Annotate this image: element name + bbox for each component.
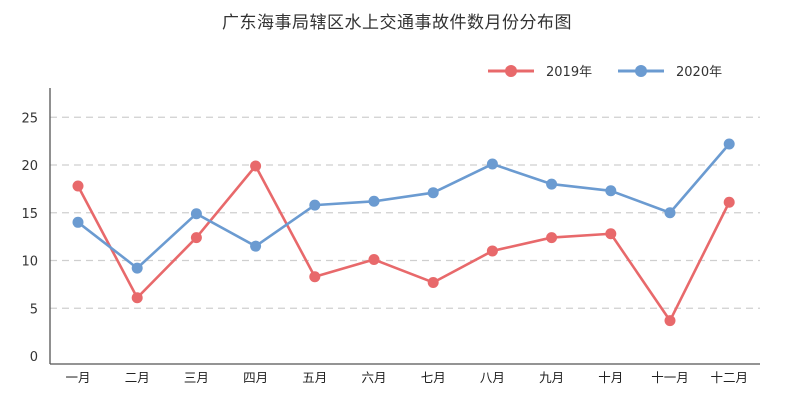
x-tick-label: 九月 [539,370,564,385]
series-2019年 [72,160,735,327]
data-point [190,208,202,220]
data-point [427,276,439,288]
data-point [368,254,380,266]
y-tick-label: 5 [30,302,38,317]
x-tick-label: 一月 [65,370,90,385]
series-group [72,138,735,327]
data-point [605,185,617,197]
y-axis-ticks: 0 5 10 15 20 25 [21,111,38,365]
data-point [309,271,321,283]
series-line [76,164,731,322]
data-point [250,160,262,172]
data-point [723,196,735,208]
data-point [486,245,498,257]
x-tick-label: 十二月 [710,370,748,385]
gridlines [50,116,760,309]
data-point [368,195,380,207]
axes [49,88,760,365]
y-tick-label: 15 [21,207,38,222]
data-point [546,178,558,190]
data-point [546,232,558,244]
y-tick-label: 10 [21,255,38,270]
y-tick-label: 20 [21,159,38,174]
x-axis-ticks: 一月 二月 三月 四月 五月 六月 七月 八月 九月 十月 十一月 十二月 [65,370,747,385]
x-tick-label: 六月 [361,370,386,385]
data-point [250,240,262,252]
y-tick-label: 0 [30,350,38,365]
x-tick-label: 七月 [421,370,446,385]
y-tick-label: 25 [21,111,38,126]
data-point [664,315,676,327]
x-tick-label: 五月 [302,370,327,385]
x-tick-label: 十月 [598,370,623,385]
x-tick-label: 十一月 [651,370,689,385]
legend-label: 2020年 [676,65,722,80]
data-point [427,187,439,199]
data-point [486,158,498,170]
x-tick-label: 二月 [125,370,150,385]
data-point [605,228,617,240]
data-point [190,232,202,244]
x-tick-label: 四月 [243,370,268,385]
x-tick-label: 八月 [480,370,505,385]
data-point [723,138,735,150]
data-point [72,180,84,192]
series-2020年 [72,138,735,274]
data-point [131,292,143,304]
legend-swatch-marker [635,65,647,77]
series-line [77,143,731,270]
data-point [309,199,321,211]
data-point [72,216,84,228]
data-point [131,262,143,274]
data-point [664,207,676,219]
legend: 2019年 2020年 [488,65,722,80]
legend-swatch-marker [505,65,517,77]
legend-label: 2019年 [546,65,592,80]
chart-title: 广东海事局辖区水上交通事故件数月份分布图 [222,13,572,33]
x-tick-label: 三月 [184,370,209,385]
